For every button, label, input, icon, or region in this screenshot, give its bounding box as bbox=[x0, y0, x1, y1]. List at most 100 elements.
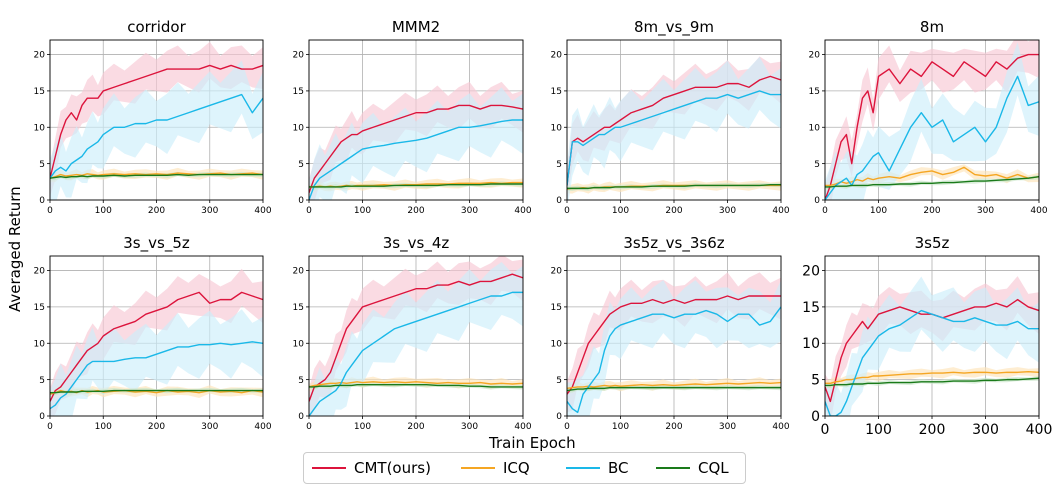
y-tick-label: 5 bbox=[556, 160, 562, 170]
series-line-CMT(ours) bbox=[567, 75, 781, 186]
y-tick-label: 10 bbox=[809, 123, 821, 133]
y-axis-label: Averaged Return bbox=[6, 186, 24, 312]
series-line-BC bbox=[50, 93, 263, 179]
band-BC bbox=[825, 42, 1039, 200]
subplot-3s_vs_4z: 0 100 200 300 400 0 5 10 15 20 3s_vs_4z bbox=[293, 234, 532, 432]
y-tick-label: 10 bbox=[293, 123, 305, 133]
x-tick-label: 400 bbox=[514, 422, 531, 432]
plot-area bbox=[567, 272, 781, 416]
y-tick-label: 5 bbox=[556, 376, 562, 386]
series-line-BC bbox=[825, 309, 1039, 416]
series-line-CMT(ours) bbox=[825, 298, 1039, 403]
series-line-CMT(ours) bbox=[825, 53, 1039, 200]
series-line-BC bbox=[567, 306, 781, 414]
x-tick-label: 400 bbox=[1030, 206, 1047, 216]
x-tick-label: 100 bbox=[612, 422, 629, 432]
y-tick-label: 20 bbox=[802, 263, 820, 279]
x-tick-label: 400 bbox=[1026, 422, 1053, 438]
y-tick-label: 20 bbox=[34, 51, 46, 61]
subplot-title: 3s5z bbox=[915, 234, 950, 252]
x-tick-label: 300 bbox=[719, 422, 736, 432]
band-BC bbox=[309, 261, 523, 416]
x-tick-label: 100 bbox=[354, 422, 371, 432]
x-tick-label: 300 bbox=[719, 206, 736, 216]
legend-label-cmt: CMT(ours) bbox=[354, 459, 431, 477]
y-tick-label: 0 bbox=[814, 196, 820, 206]
y-tick-label: 0 bbox=[556, 412, 562, 422]
y-tick-label: 5 bbox=[811, 373, 820, 389]
series-line-BC bbox=[309, 119, 523, 200]
x-tick-label: 200 bbox=[665, 422, 682, 432]
y-tick-label: 10 bbox=[34, 339, 46, 349]
y-tick-label: 20 bbox=[293, 267, 305, 277]
plot-area bbox=[50, 41, 263, 200]
x-tick-label: 0 bbox=[564, 206, 570, 216]
y-tick-label: 20 bbox=[34, 267, 46, 277]
y-tick-label: 5 bbox=[298, 160, 304, 170]
y-tick-label: 10 bbox=[551, 123, 563, 133]
y-tick-label: 0 bbox=[39, 412, 45, 422]
band-CQL bbox=[825, 174, 1039, 190]
x-tick-label: 200 bbox=[407, 206, 424, 216]
series-line-ICQ bbox=[309, 381, 523, 388]
y-tick-label: 15 bbox=[293, 87, 304, 97]
y-tick-label: 10 bbox=[293, 339, 305, 349]
series-line-CQL bbox=[50, 173, 263, 179]
plot-area bbox=[567, 56, 781, 200]
x-tick-label: 200 bbox=[665, 206, 682, 216]
plot-area bbox=[309, 256, 523, 416]
series-line-CMT(ours) bbox=[50, 291, 263, 402]
series-line-BC bbox=[50, 341, 263, 410]
x-tick-label: 400 bbox=[772, 206, 789, 216]
y-tick-label: 10 bbox=[802, 336, 820, 352]
series-line-CMT(ours) bbox=[50, 64, 263, 179]
series-line-CQL bbox=[567, 184, 781, 190]
x-tick-label: 200 bbox=[923, 206, 940, 216]
x-tick-label: 0 bbox=[47, 206, 53, 216]
plot-area bbox=[825, 276, 1039, 416]
legend-label-cql: CQL bbox=[698, 459, 729, 477]
legend-swatch-bc bbox=[566, 467, 600, 469]
series-line-CQL bbox=[567, 386, 781, 392]
series-line-BC bbox=[309, 291, 523, 416]
plot-area bbox=[825, 40, 1039, 200]
x-tick-label: 200 bbox=[919, 422, 946, 438]
x-tick-label: 0 bbox=[822, 206, 828, 216]
subplot-8m: 0 100 200 300 400 0 5 10 15 20 8m bbox=[809, 18, 1048, 216]
legend-item-bc: BC bbox=[566, 453, 629, 483]
x-tick-label: 100 bbox=[865, 422, 892, 438]
x-tick-label: 300 bbox=[461, 422, 478, 432]
legend-item-icq: ICQ bbox=[461, 453, 530, 483]
y-tick-label: 15 bbox=[802, 300, 820, 316]
subplot-title: corridor bbox=[127, 18, 186, 36]
band-CMT(ours) bbox=[50, 268, 263, 416]
y-tick-label: 15 bbox=[551, 303, 562, 313]
series-line-CMT(ours) bbox=[309, 273, 523, 402]
band-BC bbox=[825, 276, 1039, 416]
plot-area bbox=[309, 81, 523, 200]
y-tick-label: 20 bbox=[809, 51, 821, 61]
y-tick-label: 0 bbox=[298, 196, 304, 206]
x-tick-label: 400 bbox=[254, 206, 271, 216]
subplot-corridor: 0 100 200 300 400 0 5 10 15 20 corridor bbox=[34, 18, 272, 216]
band-BC bbox=[567, 56, 781, 200]
legend-item-cmt: CMT(ours) bbox=[312, 453, 431, 483]
y-tick-label: 20 bbox=[551, 51, 563, 61]
subplot-title: 3s_vs_5z bbox=[123, 234, 190, 253]
x-tick-label: 400 bbox=[514, 206, 531, 216]
subplot-3s5z: 0 100 200 300 400 0 5 10 15 20 3s5z bbox=[802, 234, 1053, 438]
series-line-ICQ bbox=[50, 172, 263, 179]
band-BC bbox=[309, 87, 523, 200]
subplot-3s5z_vs_3s6z: 0 100 200 300 400 0 5 10 15 20 3s5z_vs_3s6z bbox=[551, 234, 790, 432]
subplot-title: 3s_vs_4z bbox=[383, 234, 450, 253]
x-tick-label: 200 bbox=[148, 422, 165, 432]
x-tick-label: 400 bbox=[772, 422, 789, 432]
y-tick-label: 5 bbox=[39, 376, 45, 386]
x-tick-label: 100 bbox=[354, 206, 371, 216]
series-line-ICQ bbox=[825, 166, 1039, 187]
series-line-CQL bbox=[309, 384, 523, 388]
series-line-BC bbox=[825, 75, 1039, 200]
subplot-MMM2: 0 100 200 300 400 0 5 10 15 20 MMM2 bbox=[293, 18, 532, 216]
band-CQL bbox=[50, 387, 263, 396]
